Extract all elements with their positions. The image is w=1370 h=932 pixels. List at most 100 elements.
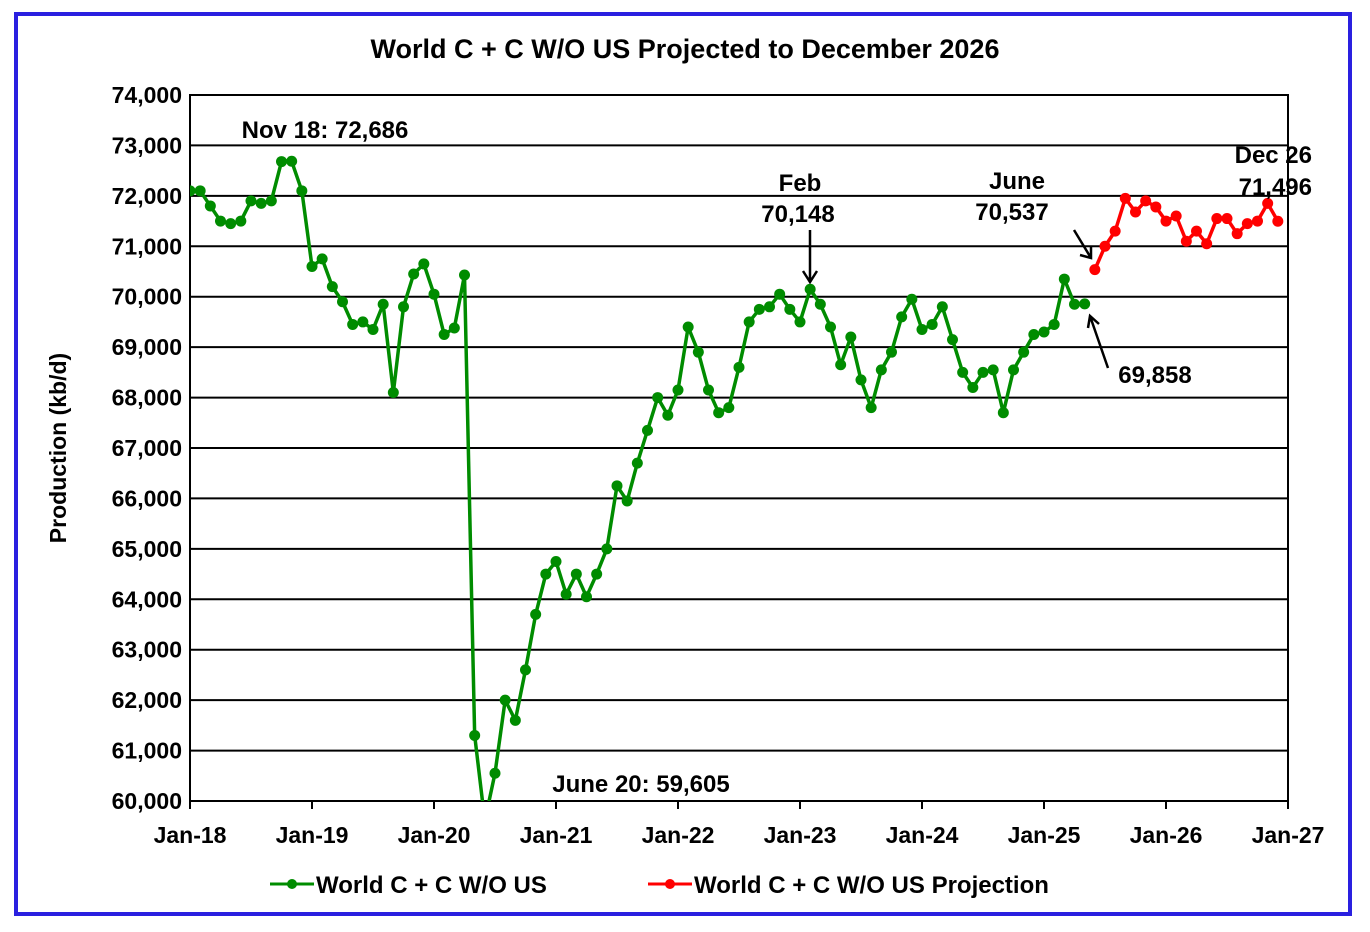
data-point-actual: [926, 318, 938, 330]
data-point-actual: [804, 283, 816, 295]
data-point-actual: [1048, 318, 1060, 330]
data-point-actual: [682, 321, 694, 333]
data-point-actual: [190, 185, 196, 197]
data-point-actual: [1058, 273, 1070, 285]
data-point-actual: [947, 334, 958, 346]
annotation-dec26-value: 71,496: [1239, 174, 1312, 201]
data-point-actual: [428, 288, 440, 300]
data-point-actual: [1008, 364, 1019, 376]
data-point-actual: [631, 457, 643, 469]
data-point-actual: [530, 608, 542, 620]
data-point-actual: [215, 215, 226, 227]
data-point-actual: [672, 384, 684, 396]
y-tick-label: 67,000: [112, 435, 182, 461]
legend-label-actual: World C + C W/O US: [316, 872, 547, 899]
data-point-actual: [703, 384, 714, 396]
data-point-projection: [1099, 240, 1111, 252]
annotation-nov18: Nov 18: 72,686: [242, 117, 409, 144]
data-point-projection: [1211, 213, 1223, 225]
data-point-actual: [1079, 298, 1091, 310]
data-point-actual: [570, 568, 582, 580]
x-tick-label: Jan-25: [1008, 822, 1081, 848]
series-line-projection: [1093, 196, 1280, 271]
annotation-june25-label: June: [989, 168, 1045, 195]
data-point-actual: [509, 714, 521, 726]
data-point-actual: [194, 185, 206, 197]
arrow-may25: [1086, 313, 1110, 369]
data-point-actual: [398, 301, 409, 313]
data-point-actual: [377, 298, 389, 310]
data-point-projection: [1221, 213, 1233, 225]
y-tick-label: 62,000: [112, 687, 182, 713]
y-axis-label: Production (kb/d): [45, 353, 71, 543]
data-point-actual: [276, 156, 287, 168]
y-tick-label: 61,000: [112, 738, 182, 764]
plot-area-border: [189, 94, 1289, 802]
data-point-actual: [743, 316, 755, 328]
x-tick-label: Jan-27: [1252, 822, 1325, 848]
data-point-actual: [367, 323, 379, 335]
data-point-projection: [1150, 201, 1162, 213]
x-tick-label: Jan-18: [154, 822, 227, 848]
data-point-actual: [977, 366, 989, 378]
data-point-actual: [753, 303, 765, 315]
data-point-actual: [235, 215, 247, 227]
data-point-actual: [855, 374, 867, 386]
data-point-actual: [581, 591, 592, 603]
data-point-actual: [794, 316, 806, 328]
data-point-actual: [326, 281, 338, 293]
data-point-actual: [347, 318, 359, 330]
y-tick-label: 72,000: [112, 183, 182, 209]
x-tick-label: Jan-24: [886, 822, 959, 848]
data-point-actual: [774, 288, 786, 300]
data-point-projection: [1191, 225, 1202, 237]
data-point-actual: [337, 296, 348, 308]
data-point-actual: [825, 321, 836, 333]
data-point-actual: [560, 588, 572, 600]
data-point-actual: [357, 316, 369, 328]
data-point-actual: [601, 543, 613, 555]
y-tick-label: 74,000: [112, 82, 182, 108]
y-tick-label: 66,000: [112, 485, 182, 511]
data-point-actual: [225, 218, 237, 230]
data-point-actual: [723, 402, 735, 414]
data-point-actual: [936, 301, 948, 313]
legend-label-projection: World C + C W/O US Projection: [694, 872, 1049, 899]
data-point-actual: [845, 331, 857, 343]
data-point-projection: [1180, 235, 1192, 247]
data-point-actual: [316, 253, 328, 265]
y-tick-label: 71,000: [112, 233, 182, 259]
data-point-actual: [204, 200, 216, 212]
data-point-actual: [692, 346, 704, 358]
data-point-actual: [764, 301, 775, 313]
data-point-actual: [286, 155, 298, 167]
data-point-actual: [957, 366, 969, 378]
data-point-actual: [1038, 326, 1050, 338]
annotation-feb23-label: Feb: [779, 170, 822, 197]
data-point-actual: [448, 322, 460, 334]
data-point-actual: [469, 729, 481, 741]
annotation-feb23-value: 70,148: [761, 201, 834, 228]
data-point-projection: [1231, 228, 1243, 240]
data-point-actual: [621, 495, 633, 507]
data-point-actual: [662, 409, 674, 421]
data-point-actual: [997, 407, 1009, 419]
data-point-actual: [713, 407, 725, 419]
data-point-actual: [611, 480, 623, 492]
data-point-actual: [1018, 346, 1030, 358]
annotation-june20: June 20: 59,605: [552, 771, 729, 798]
data-point-actual: [916, 323, 928, 335]
data-point-projection: [1262, 197, 1274, 209]
data-point-actual: [540, 568, 552, 580]
y-tick-label: 69,000: [112, 334, 182, 360]
data-point-actual: [784, 303, 796, 315]
data-point-actual: [479, 815, 490, 826]
data-point-actual: [387, 387, 399, 399]
annotation-may25-value: 69,858: [1118, 362, 1191, 389]
data-point-projection: [1170, 210, 1182, 222]
data-point-actual: [967, 381, 979, 393]
annotation-dec26-label: Dec 26: [1235, 142, 1312, 169]
data-point-projection: [1089, 264, 1101, 276]
data-point-actual: [987, 364, 999, 376]
